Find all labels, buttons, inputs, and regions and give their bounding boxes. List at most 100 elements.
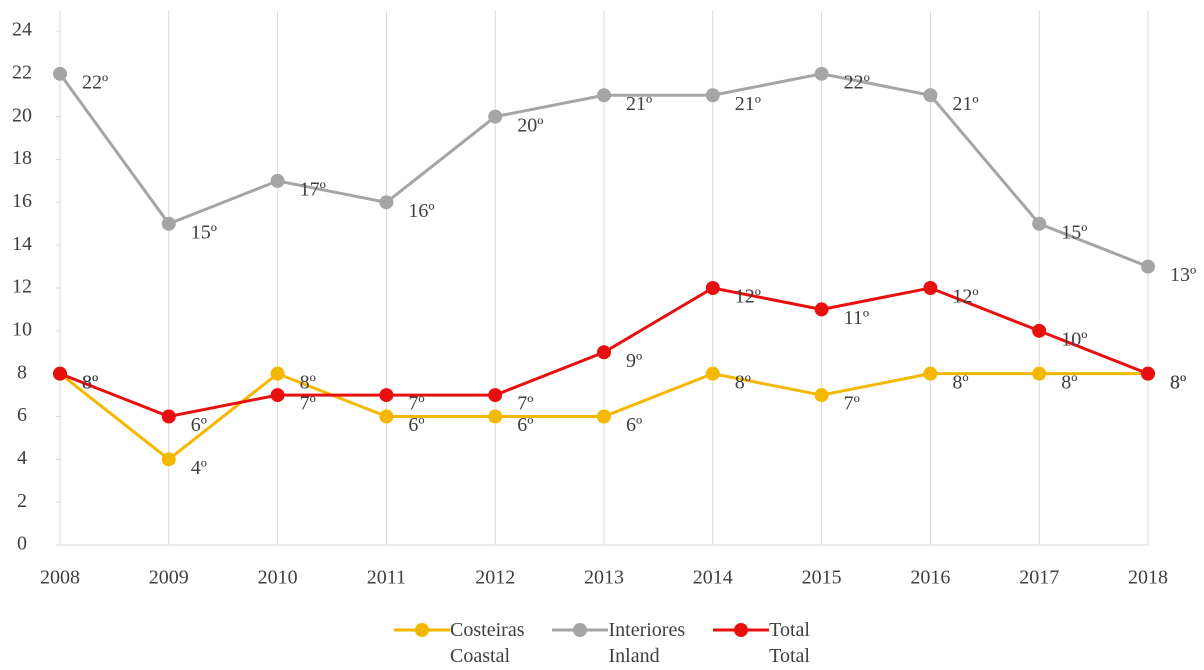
y-tick-label: 4 (17, 447, 27, 469)
data-label: 6º (517, 414, 533, 436)
data-label: 6º (191, 414, 207, 436)
point (488, 409, 503, 424)
x-tick-label: 2010 (258, 567, 298, 589)
x-tick-label: 2011 (367, 567, 406, 589)
data-label: 9º (626, 350, 642, 372)
data-label: 17º (300, 179, 326, 201)
point (161, 216, 176, 231)
point (597, 409, 611, 424)
data-label: 22º (82, 71, 108, 93)
y-tick-label: 12 (12, 276, 32, 298)
point (488, 109, 503, 124)
point (270, 366, 285, 381)
legend-item: Total Total (713, 617, 810, 669)
data-label: 13º (1170, 264, 1196, 286)
x-tick-label: 2008 (40, 567, 80, 589)
y-tick-label: 14 (12, 233, 32, 255)
legend-swatch (713, 623, 770, 637)
data-label: 15º (191, 221, 217, 243)
legend-label: Total Total (769, 619, 810, 667)
legend-swatch (552, 623, 609, 637)
data-label: 8º (82, 371, 98, 393)
data-label: 8º (735, 371, 751, 393)
data-label: 12º (735, 286, 761, 308)
point (488, 388, 503, 403)
data-label: 10º (1061, 328, 1087, 350)
x-tick-label: 2009 (149, 567, 189, 589)
x-tick-label: 2017 (1019, 567, 1059, 589)
x-tick-label: 2013 (584, 567, 624, 589)
y-tick-label: 10 (12, 318, 32, 340)
point (379, 195, 394, 210)
data-label: 8º (952, 371, 968, 393)
data-label: 16º (408, 200, 434, 222)
legend-label: Costeiras Coastal (450, 619, 525, 667)
data-label: 22º (844, 71, 870, 93)
point (705, 88, 720, 103)
data-label: 7º (300, 393, 316, 415)
x-tick-label: 2012 (475, 567, 515, 589)
point (923, 366, 938, 381)
legend-item: Interiores Inland (552, 617, 685, 669)
point (814, 388, 829, 403)
point (379, 388, 394, 403)
data-label: 8º (1170, 371, 1186, 393)
point (814, 66, 829, 81)
y-tick-label: 16 (12, 190, 32, 212)
point (1032, 216, 1047, 231)
legend-label: Interiores Inland (608, 619, 686, 667)
point (1141, 259, 1155, 274)
data-label: 15º (1061, 221, 1087, 243)
x-tick-label: 2018 (1128, 567, 1168, 589)
point (379, 409, 394, 424)
x-tick-label: 2014 (693, 567, 733, 589)
point (705, 281, 720, 295)
y-tick-label: 18 (12, 147, 32, 169)
point (53, 366, 67, 381)
point (597, 345, 611, 360)
data-label: 21º (735, 93, 761, 115)
y-tick-label: 8 (17, 361, 27, 383)
y-tick-label: 0 (17, 533, 27, 555)
y-tick-label: 6 (17, 404, 27, 426)
point (923, 281, 938, 295)
point (814, 302, 829, 317)
data-label: 7º (517, 393, 533, 415)
point (53, 66, 67, 81)
point (1141, 366, 1155, 381)
data-label: 20º (517, 114, 543, 136)
legend: Costeiras Coastal Interiores Inland Total … (0, 617, 1204, 669)
point (923, 88, 938, 103)
point (1032, 323, 1047, 338)
legend-dot (573, 623, 588, 637)
data-label: 8º (1170, 371, 1186, 393)
data-label: 7º (408, 393, 424, 415)
data-label: 11º (844, 307, 869, 329)
chart: 2008 2009 2010 2011 2012 2013 2014 2015 2016 2017… (12, 11, 1196, 589)
x-tick-label: 2015 (802, 567, 842, 589)
y-tick-label: 24 (12, 19, 32, 41)
legend-dot (415, 623, 430, 637)
point (161, 452, 176, 467)
data-label: 6º (408, 414, 424, 436)
point (705, 366, 720, 381)
data-label: 8º (300, 371, 316, 393)
point (270, 173, 285, 188)
x-tick-label: 2016 (910, 567, 950, 589)
data-label: 12º (952, 286, 978, 308)
y-tick-label: 20 (12, 104, 32, 126)
legend-swatch (394, 623, 451, 637)
point (161, 409, 176, 424)
point (597, 88, 611, 103)
y-tick-label: 22 (12, 61, 32, 83)
y-tick-label: 2 (17, 490, 27, 512)
data-label: 8º (1061, 371, 1077, 393)
legend-dot (734, 623, 749, 637)
data-label: 7º (844, 393, 860, 415)
data-label: 4º (191, 457, 207, 479)
data-label: 21º (626, 93, 652, 115)
point (270, 388, 285, 403)
legend-item: Costeiras Coastal (394, 617, 524, 669)
data-label: 6º (626, 414, 642, 436)
